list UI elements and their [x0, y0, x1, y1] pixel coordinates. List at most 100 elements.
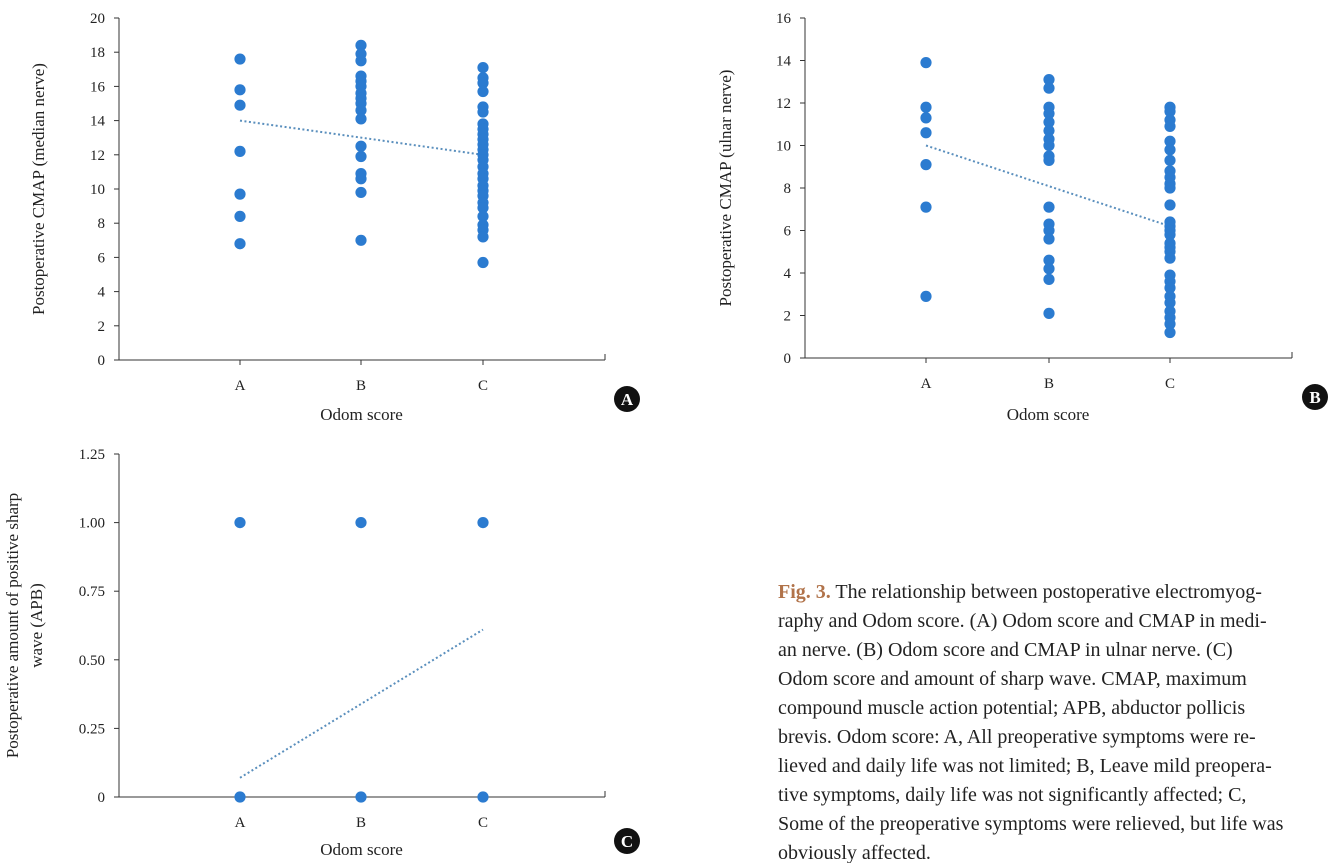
data-point: [920, 159, 932, 171]
y-tick-label: 16: [90, 79, 106, 95]
data-point: [477, 791, 489, 803]
data-point: [355, 173, 367, 185]
x-tick-label: B: [1044, 376, 1054, 392]
y-tick-label: 0: [784, 351, 792, 367]
data-point: [1164, 229, 1176, 241]
data-point: [1043, 273, 1055, 285]
caption-line: brevis. Odom score: A, All preoperative …: [778, 726, 1256, 748]
caption-line: an nerve. (B) Odom score and CMAP in uln…: [778, 639, 1233, 661]
x-tick-label: A: [235, 378, 246, 394]
y-tick-label: 0.75: [79, 584, 105, 600]
data-point: [1164, 199, 1176, 211]
x-tick-label: A: [921, 376, 932, 392]
caption-line: Fig. 3. The relationship between postope…: [778, 578, 1333, 607]
trend-line: [239, 628, 484, 779]
data-point: [355, 55, 367, 67]
data-point: [355, 517, 367, 529]
figure-caption: Fig. 3. The relationship between postope…: [778, 578, 1333, 863]
panel-badge-label: A: [621, 390, 634, 409]
x-tick-label: B: [356, 378, 366, 394]
x-tick-label: C: [1165, 376, 1175, 392]
data-point: [477, 77, 489, 89]
data-point: [234, 210, 246, 222]
data-point: [477, 202, 489, 214]
data-point: [477, 210, 489, 222]
caption-line: Odom score and amount of sharp wave. CMA…: [778, 668, 1247, 690]
data-point: [234, 145, 246, 157]
x-axis-label: Odom score: [1007, 405, 1090, 424]
data-point: [1043, 154, 1055, 166]
data-point: [920, 290, 932, 302]
data-point: [355, 791, 367, 803]
data-point: [1164, 252, 1176, 264]
x-tick-label: C: [478, 815, 488, 831]
data-point: [1164, 318, 1176, 330]
data-point: [1043, 116, 1055, 128]
y-tick-label: 0.50: [79, 653, 105, 669]
data-point: [1164, 144, 1176, 156]
y-tick-label: 10: [776, 139, 791, 155]
caption-line: Some of the preoperative symptoms were r…: [778, 813, 1284, 835]
data-point: [1164, 154, 1176, 166]
data-point: [477, 106, 489, 118]
y-tick-label: 20: [90, 11, 105, 27]
data-point: [920, 57, 932, 69]
panel-badge: [1302, 384, 1328, 410]
y-tick-label: 6: [784, 224, 792, 240]
data-point: [355, 186, 367, 199]
caption-line: tive symptoms, daily life was not signif…: [778, 784, 1247, 806]
data-point: [1043, 201, 1055, 213]
caption-line: obviously affected.: [778, 842, 931, 863]
data-point: [920, 112, 932, 124]
data-point: [1164, 120, 1176, 132]
data-point: [1164, 182, 1176, 194]
y-tick-label: 1.00: [79, 516, 105, 532]
y-tick-label: 12: [776, 96, 791, 112]
panel-badge-label: B: [1309, 388, 1320, 407]
caption-line: lieved and daily life was not limited; B…: [778, 755, 1272, 777]
data-point: [234, 517, 246, 529]
data-point: [477, 231, 489, 243]
data-point: [477, 517, 489, 529]
data-point: [355, 150, 367, 163]
data-point: [477, 85, 489, 98]
data-point: [1043, 307, 1055, 319]
y-tick-label: 0: [98, 353, 106, 369]
y-tick-label: 12: [90, 148, 105, 164]
y-axis-label: wave (APB): [27, 583, 46, 668]
data-point: [234, 53, 246, 65]
data-point: [1164, 282, 1176, 294]
data-point: [355, 104, 367, 116]
data-point: [1164, 135, 1176, 147]
data-point: [234, 188, 246, 200]
data-point: [920, 101, 932, 113]
y-tick-label: 6: [98, 250, 106, 266]
data-point: [355, 113, 367, 125]
data-point: [355, 234, 367, 246]
caption-text: The relationship between postoperative e…: [835, 581, 1262, 603]
caption-figure-label: Fig. 3.: [778, 581, 831, 603]
y-tick-label: 2: [784, 309, 792, 325]
data-point: [1164, 297, 1176, 309]
y-tick-label: 14: [776, 54, 792, 70]
data-point: [1043, 108, 1055, 120]
y-tick-label: 4: [98, 285, 106, 301]
x-axis-label: Odom score: [320, 405, 403, 424]
data-point: [1164, 105, 1176, 118]
y-tick-label: 18: [90, 45, 105, 61]
y-tick-label: 10: [90, 182, 105, 198]
trend-line: [239, 119, 484, 156]
y-tick-label: 2: [98, 319, 106, 335]
data-point: [1043, 233, 1055, 245]
y-axis-label: Postoperative amount of positive sharp: [3, 493, 22, 758]
data-point: [234, 99, 246, 111]
y-tick-label: 4: [784, 266, 792, 282]
data-point: [920, 127, 932, 139]
data-point: [234, 238, 246, 250]
data-point: [1043, 82, 1055, 94]
data-point: [477, 61, 489, 74]
y-axis-label: Postoperative CMAP (median nerve): [29, 63, 48, 315]
data-point: [355, 140, 367, 152]
data-point: [1043, 263, 1055, 275]
